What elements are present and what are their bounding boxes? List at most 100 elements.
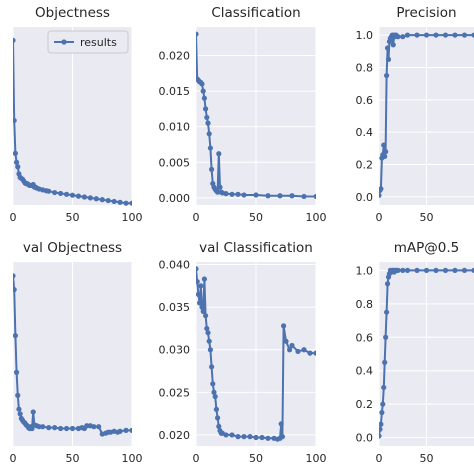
y-tick-label: 0.4 bbox=[356, 365, 374, 378]
data-point bbox=[295, 348, 301, 355]
x-tick-label: 50 bbox=[249, 211, 263, 224]
x-tick-label: 100 bbox=[306, 452, 327, 465]
data-point bbox=[198, 283, 204, 289]
data-point bbox=[379, 433, 382, 439]
data-point bbox=[216, 423, 222, 430]
data-point bbox=[385, 56, 392, 62]
y-tick-label: 0.015 bbox=[159, 85, 191, 98]
data-point bbox=[379, 426, 383, 432]
data-point bbox=[381, 142, 387, 148]
data-point bbox=[196, 31, 199, 37]
chart-panel-4: 0 50 100 val Objectness bbox=[10, 240, 143, 465]
data-point bbox=[13, 287, 17, 293]
data-point bbox=[199, 304, 205, 310]
data-point bbox=[384, 309, 390, 315]
data-point bbox=[199, 81, 205, 87]
x-tick-label: 50 bbox=[66, 211, 80, 224]
data-point bbox=[414, 267, 420, 273]
data-point bbox=[207, 145, 213, 151]
data-point bbox=[84, 423, 90, 429]
data-point bbox=[69, 425, 76, 432]
data-point bbox=[433, 267, 439, 273]
data-point bbox=[241, 192, 247, 198]
y-tick-label: 0.005 bbox=[159, 156, 191, 169]
data-point bbox=[235, 191, 241, 197]
data-point bbox=[211, 389, 217, 395]
x-tick-label: 50 bbox=[66, 452, 80, 465]
y-tick-label: 0.0 bbox=[356, 191, 374, 204]
data-point bbox=[301, 193, 307, 200]
data-point bbox=[313, 350, 316, 356]
data-point bbox=[105, 197, 111, 204]
data-point bbox=[259, 434, 265, 441]
data-point bbox=[52, 189, 58, 196]
data-point bbox=[75, 193, 82, 199]
data-point bbox=[216, 151, 222, 157]
y-tick-label: 0.000 bbox=[159, 192, 191, 205]
data-point bbox=[201, 276, 207, 282]
data-point bbox=[313, 193, 316, 200]
chart-title: Precision bbox=[396, 5, 456, 21]
data-point bbox=[13, 159, 20, 165]
y-tick-label: 0.020 bbox=[159, 49, 191, 62]
data-point bbox=[395, 267, 401, 273]
data-point bbox=[29, 425, 35, 432]
data-point bbox=[384, 281, 391, 287]
data-point bbox=[433, 32, 439, 38]
y-tick-label: 0.030 bbox=[159, 344, 191, 357]
x-tick-label: 50 bbox=[420, 211, 434, 224]
data-point bbox=[123, 427, 129, 433]
data-point bbox=[379, 421, 384, 427]
data-point bbox=[205, 120, 211, 126]
data-point bbox=[200, 88, 206, 94]
data-point bbox=[203, 106, 209, 112]
x-tick-label: 50 bbox=[249, 452, 263, 465]
y-tick-label: 1.0 bbox=[356, 264, 374, 277]
data-point bbox=[379, 192, 382, 198]
data-point bbox=[197, 300, 203, 306]
data-point bbox=[212, 393, 218, 400]
data-point bbox=[287, 347, 293, 353]
data-point bbox=[30, 409, 36, 415]
y-tick-label: 0.035 bbox=[159, 301, 191, 314]
data-point bbox=[96, 424, 102, 430]
chart-title: val Objectness bbox=[23, 240, 122, 256]
chart-title: Objectness bbox=[35, 5, 110, 21]
data-point bbox=[213, 406, 219, 412]
data-point bbox=[15, 164, 21, 170]
x-tick-label: 0 bbox=[376, 211, 383, 224]
data-point bbox=[289, 193, 295, 199]
data-point bbox=[423, 32, 430, 38]
y-tick-label: 0.4 bbox=[356, 126, 374, 139]
data-point bbox=[265, 435, 271, 441]
y-tick-label: 0.2 bbox=[356, 398, 374, 411]
chart-panel-2: 0 50 100 0.000 0.005 0.010 0.015 0.020 Classific… bbox=[159, 5, 327, 224]
x-tick-label: 0 bbox=[193, 452, 200, 465]
data-point bbox=[241, 434, 247, 440]
data-point bbox=[381, 384, 387, 391]
data-point bbox=[247, 434, 253, 440]
data-point bbox=[383, 334, 389, 340]
y-tick-label: 0.040 bbox=[159, 259, 191, 272]
data-point bbox=[129, 200, 132, 206]
data-point bbox=[207, 347, 213, 353]
data-point bbox=[13, 333, 18, 339]
data-point bbox=[215, 189, 221, 195]
data-point bbox=[13, 37, 16, 43]
legend-label: results bbox=[80, 36, 117, 49]
data-point bbox=[382, 359, 388, 365]
chart-panel-6: 0 50 0.0 0.2 0.4 0.6 0.8 1.0 mAP@0.5 bbox=[356, 240, 474, 465]
data-point bbox=[235, 434, 241, 440]
data-point bbox=[58, 190, 64, 197]
y-tick-label: 0.6 bbox=[356, 94, 374, 107]
data-point bbox=[206, 131, 212, 137]
legend: results bbox=[47, 30, 129, 54]
data-point bbox=[209, 364, 215, 370]
chart-panel-3: 0 50 0.0 0.2 0.4 0.6 0.8 1.0 Precision bbox=[356, 5, 474, 224]
y-tick-label: 0.2 bbox=[356, 159, 374, 172]
chart-panel-1: 0 50 100 Objectness results bbox=[10, 5, 143, 224]
data-point bbox=[99, 197, 105, 203]
data-point bbox=[63, 191, 70, 197]
data-point bbox=[452, 32, 458, 38]
data-point bbox=[111, 198, 117, 205]
